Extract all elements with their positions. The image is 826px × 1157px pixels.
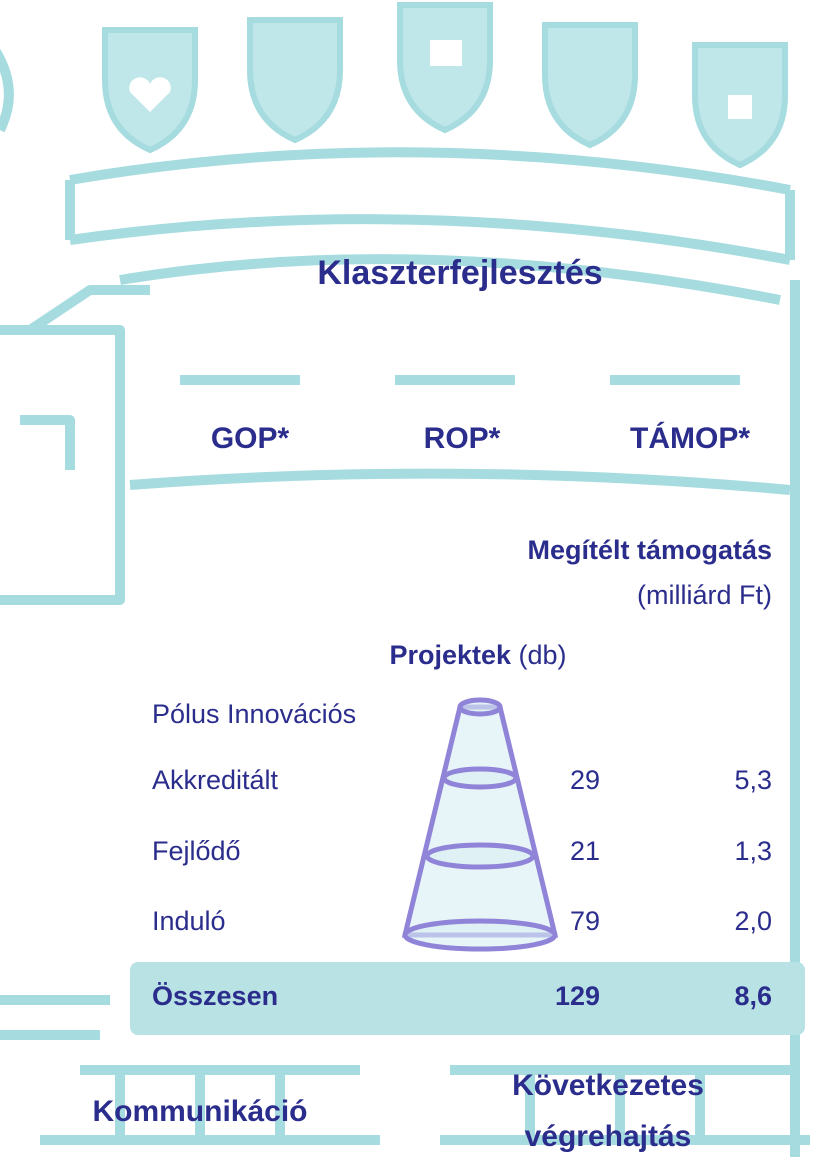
- footer-right: Következetes: [512, 1069, 704, 1102]
- support-value: 5,3: [734, 765, 772, 795]
- support-value: 2,0: [734, 906, 772, 936]
- projects-value: 129: [555, 981, 600, 1011]
- support-value: 1,3: [734, 836, 772, 866]
- projects-header: Projektek (db): [389, 640, 566, 670]
- footer-right: végrehajtás: [525, 1120, 692, 1153]
- support-header: Megítélt támogatás: [527, 535, 772, 565]
- projects-title: Projektek: [389, 640, 512, 670]
- support-unit: (milliárd Ft): [637, 580, 772, 610]
- monitor-icon: [430, 40, 462, 66]
- title: Klaszterfejlesztés: [317, 254, 602, 292]
- program-label: ROP*: [424, 422, 501, 455]
- page: Klaszterfejlesztés GOP* ROP* TÁMOP* Megí…: [0, 0, 826, 1157]
- row-label: Összesen: [152, 981, 278, 1011]
- projects-unit: (db): [519, 640, 567, 670]
- row-label: Akkreditált: [152, 765, 279, 795]
- projects-value: 29: [570, 765, 600, 795]
- support-value: 8,6: [734, 981, 772, 1011]
- row-label: Induló: [152, 906, 226, 936]
- footer-left: Kommunikáció: [92, 1095, 307, 1128]
- program-label: GOP*: [211, 422, 290, 455]
- projects-value: 79: [570, 906, 600, 936]
- row-label: Fejlődő: [152, 836, 241, 866]
- box-icon: [728, 95, 752, 119]
- row-label: Pólus Innovációs: [152, 699, 356, 729]
- program-label: TÁMOP*: [630, 421, 750, 455]
- cone: [405, 700, 555, 949]
- projects-value: 21: [570, 836, 600, 866]
